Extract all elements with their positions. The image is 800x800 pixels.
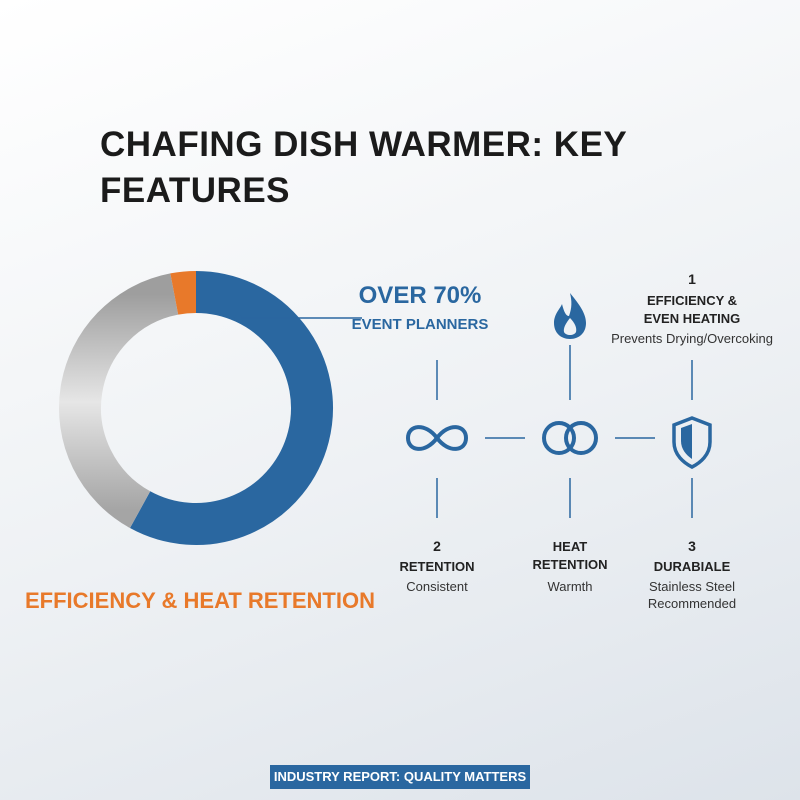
footer-banner: INDUSTRY REPORT: QUALITY MATTERS bbox=[270, 765, 530, 789]
flame-inner bbox=[563, 318, 577, 335]
feature-number: 3 bbox=[688, 538, 696, 554]
chart-caption: EFFICIENCY & HEAT RETENTION bbox=[25, 588, 375, 613]
page-title: CHAFING DISH WARMER: KEY FEATURES bbox=[100, 125, 627, 210]
feature-description: Prevents Drying/Overcoking bbox=[611, 331, 773, 346]
callout-headline: OVER 70% bbox=[358, 282, 482, 309]
callout-dot bbox=[234, 314, 242, 322]
donut-chart bbox=[59, 271, 333, 545]
feature-description: Consistent bbox=[406, 579, 468, 594]
feature-number: 1 bbox=[688, 271, 696, 287]
infinity-icon bbox=[405, 425, 469, 451]
feature-title: RETENTION bbox=[399, 559, 475, 574]
callout-subtext: EVENT PLANNERS bbox=[351, 316, 489, 333]
feature-description: Warmth bbox=[547, 579, 593, 594]
shield-fill bbox=[681, 424, 692, 459]
donut-segment bbox=[170, 271, 197, 315]
shield-icon bbox=[672, 416, 712, 469]
connectors bbox=[238, 317, 693, 518]
donut-segment bbox=[59, 273, 179, 529]
feature-title: DURABIALE bbox=[653, 559, 731, 574]
feature-title: HEAT RETENTION bbox=[532, 539, 608, 572]
flame-icon bbox=[554, 293, 586, 339]
rings-icon bbox=[542, 421, 598, 455]
feature-title: EFFICIENCY & EVEN HEATING bbox=[643, 293, 741, 326]
donut-segment bbox=[130, 271, 333, 545]
feature-description: Stainless Steel Recommended bbox=[647, 579, 737, 611]
feature-number: 2 bbox=[433, 538, 441, 554]
